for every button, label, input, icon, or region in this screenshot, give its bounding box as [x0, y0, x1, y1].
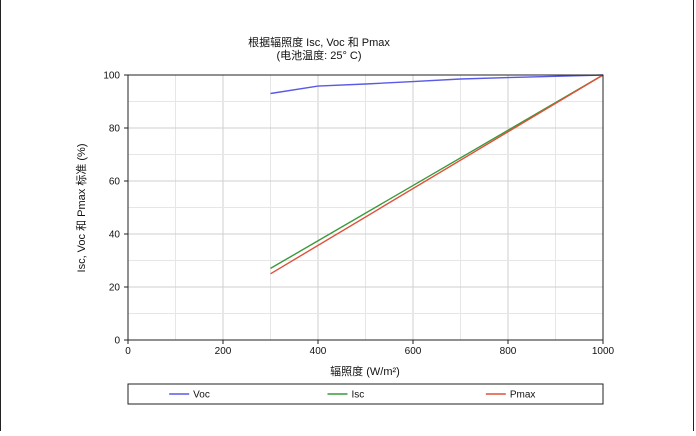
- legend-box: [127, 383, 604, 405]
- x-tick-label: 600: [405, 346, 422, 357]
- chart-subtitle: (电池温度: 25° C): [276, 48, 361, 62]
- x-tick-label: 1000: [592, 346, 615, 357]
- series-line-pmax: [270, 74, 604, 275]
- x-tick-label: 200: [215, 346, 232, 357]
- legend: Voc Isc Pmax: [127, 383, 604, 405]
- y-tick-label: 20: [109, 283, 121, 294]
- series-layer: [270, 74, 604, 275]
- y-axis-label: Isc, Voc 和 Pmax 标准 (%): [74, 144, 88, 273]
- chart-title: 根据辐照度 Isc, Voc 和 Pmax: [248, 35, 390, 49]
- legend-label-pmax: Pmax: [510, 390, 536, 401]
- grid-layer: [128, 75, 603, 340]
- y-tick-label: 100: [103, 71, 120, 82]
- x-tick-label: 0: [125, 346, 131, 357]
- y-tick-label: 80: [109, 124, 121, 135]
- x-tick-label: 800: [500, 346, 517, 357]
- y-tick-label: 60: [109, 177, 121, 188]
- y-tick-label: 40: [109, 230, 121, 241]
- x-tick-label: 400: [310, 346, 327, 357]
- y-tick-label: 0: [114, 336, 120, 347]
- series-line-voc: [270, 74, 604, 95]
- legend-label-voc: Voc: [193, 390, 210, 401]
- series-line-isc: [270, 74, 604, 270]
- legend-label-isc: Isc: [352, 390, 365, 401]
- plot-area-border: [127, 74, 604, 341]
- axis-layer: 0 200 400 600 800 1000 0 20 40 60 80 100: [103, 71, 614, 358]
- x-axis-label: 辐照度 (W/m²): [330, 364, 400, 378]
